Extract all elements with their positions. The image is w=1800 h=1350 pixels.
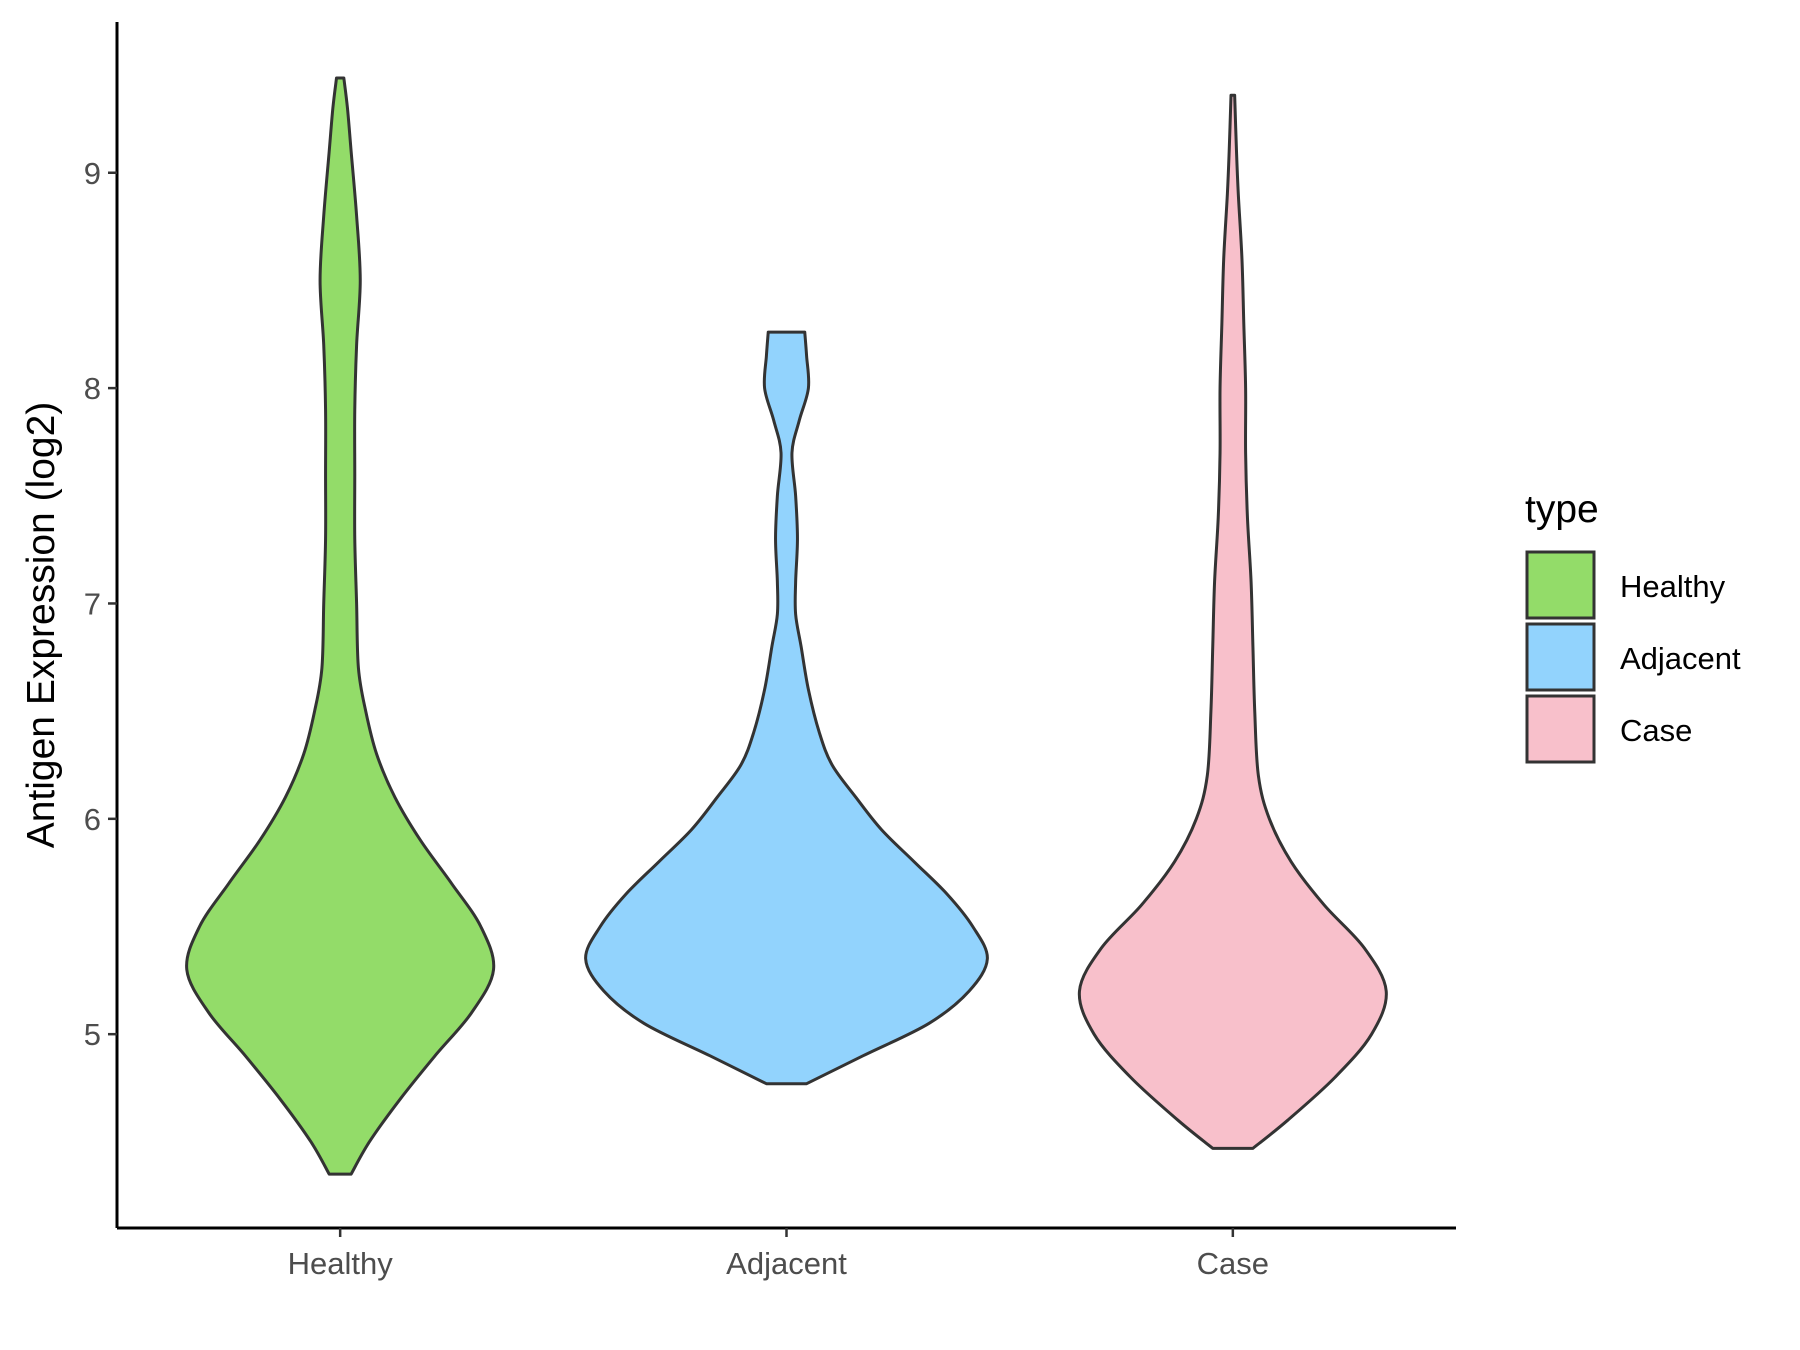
legend-items: Healthy Adjacent Case: [1525, 550, 1741, 764]
y-ticks: 5 6 7 8 9: [84, 156, 117, 1052]
y-tick-label: 9: [84, 156, 101, 191]
violin-case: [1077, 93, 1388, 1150]
y-axis-title: Antigen Expression (log2): [20, 402, 63, 849]
violin-healthy: [185, 76, 496, 1176]
legend-label-case: Case: [1620, 713, 1692, 748]
y-tick-label: 8: [84, 371, 101, 406]
violin-adjacent: [584, 330, 989, 1086]
x-tick-label-case: Case: [1197, 1246, 1269, 1281]
y-tick-label: 7: [84, 586, 101, 621]
legend-label-healthy: Healthy: [1620, 569, 1726, 604]
x-tick-label-healthy: Healthy: [288, 1246, 394, 1281]
legend-label-adjacent: Adjacent: [1620, 641, 1741, 676]
y-tick-label: 6: [84, 802, 101, 837]
legend-swatch-healthy: [1525, 550, 1596, 620]
legend-swatch-case: [1525, 694, 1596, 764]
legend-title: type: [1525, 488, 1599, 531]
legend-swatch-adjacent: [1525, 622, 1596, 692]
x-tick-label-adjacent: Adjacent: [726, 1246, 847, 1281]
legend: type Healthy Adjacent Case: [1525, 488, 1741, 764]
violin-layer: [185, 76, 1388, 1176]
y-tick-label: 5: [84, 1017, 101, 1052]
x-ticks: Healthy Adjacent Case: [288, 1228, 1269, 1281]
